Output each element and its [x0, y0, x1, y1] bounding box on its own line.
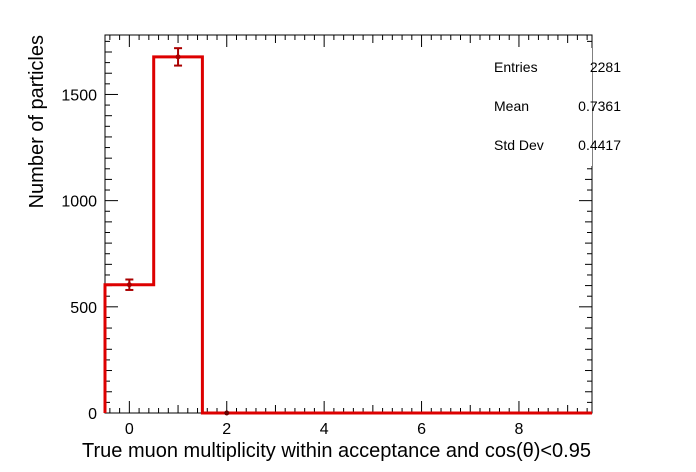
- y-tick-label: 1500: [61, 87, 97, 104]
- data-point: [126, 282, 132, 288]
- x-tick-label: 8: [514, 421, 523, 438]
- stats-entries-value: 2281: [590, 59, 621, 75]
- x-tick-label: 4: [320, 421, 329, 438]
- x-tick-label: 2: [222, 421, 231, 438]
- tick-labels: 0 2 4 6 8 0 500 1000 1500: [61, 87, 523, 438]
- x-tick-label: 6: [417, 421, 426, 438]
- stats-stddev-value: 0.4417: [578, 137, 621, 153]
- y-tick-label: 0: [88, 406, 97, 423]
- stats-box: [485, 48, 592, 166]
- stats-mean-label: Mean: [494, 98, 529, 114]
- data-point: [224, 410, 230, 416]
- data-point: [175, 54, 181, 60]
- y-tick-label: 1000: [61, 194, 97, 211]
- y-tick-label: 500: [70, 300, 97, 317]
- stats-entries-label: Entries: [494, 59, 538, 75]
- data-markers: [125, 47, 230, 416]
- stats-mean-value: 0.7361: [578, 98, 621, 114]
- stats-stddev-label: Std Dev: [494, 137, 544, 153]
- y-axis-label: Number of particles: [26, 35, 48, 208]
- histogram-series-line: [103, 55, 592, 415]
- x-axis-label: True muon multiplicity within acceptance…: [82, 440, 591, 462]
- x-tick-label: 0: [125, 421, 134, 438]
